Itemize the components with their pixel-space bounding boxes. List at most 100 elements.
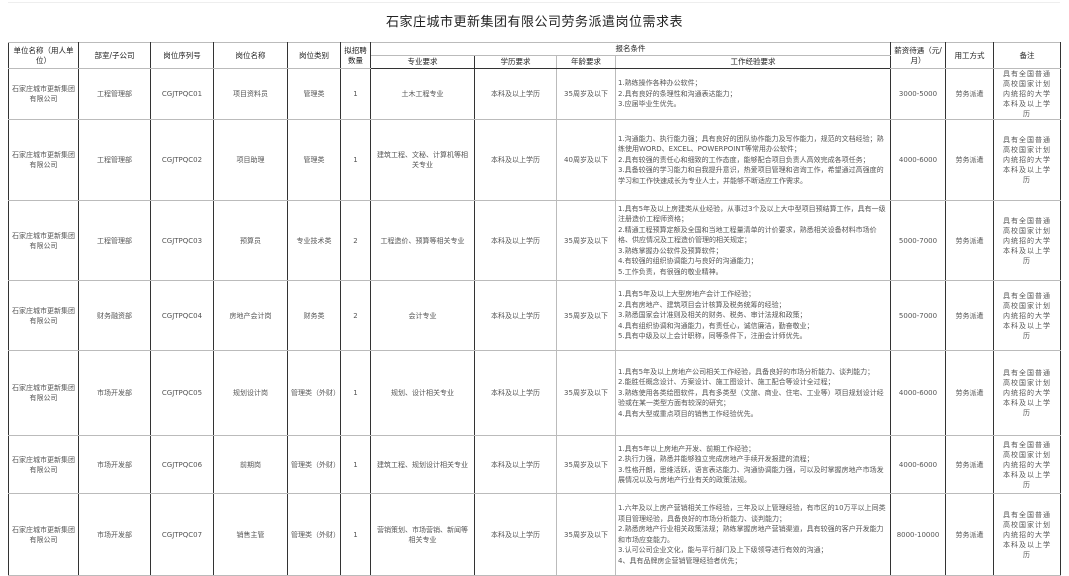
cell-code: CGJTPQC07 <box>150 493 214 576</box>
cell-position: 项目助理 <box>213 119 288 201</box>
cell-experience: 1.具有5年及以上大型房地产会计工作经验； 2.具有房地产、建筑项目会计核算及税务… <box>615 280 891 351</box>
cell-remark: 具有全国普通高校国家计划内统招的大学本科及以上学历 <box>993 200 1061 281</box>
cell-dept: 市场开发部 <box>78 435 151 494</box>
cell-employment: 劳务派遣 <box>945 350 994 436</box>
cell-experience: 1.六年及以上房产营销相关工作经验，三年及以上管理经验，有市区的10万平以上同类… <box>615 493 891 576</box>
cell-major: 会计专业 <box>370 280 475 351</box>
table-row: 石家庄城市更新集团有限公司 市场开发部 CGJTPQC06 前期岗 管理类（外财） 1 建筑… <box>8 435 1061 494</box>
cell-category: 管理类 <box>287 68 341 120</box>
cell-dept: 市场开发部 <box>78 350 151 436</box>
cell-employment: 劳务派遣 <box>945 68 994 120</box>
table-body: 石家庄城市更新集团有限公司 工程管理部 CGJTPQC01 项目资料员 管理类 1 土木工程… <box>8 68 1061 576</box>
cell-major: 工程造价、预算等相关专业 <box>370 200 475 281</box>
experience-item: 4、具有品牌房企营销管理经验者优先； <box>618 556 742 565</box>
cell-position: 预算员 <box>213 200 288 281</box>
experience-item: 3.具备较强的学习能力和自我提升意识，热爱项目管理和咨询工作，希望通过高强度的学… <box>618 166 884 185</box>
cell-dept: 工程管理部 <box>78 68 151 120</box>
cell-experience: 1.具有5年及以上房地产公司相关工作经验，具备良好的市场分析能力、谈判能力； 2.… <box>615 350 891 436</box>
cell-age: 35周岁及以下 <box>556 200 616 281</box>
experience-item: 3.认可公司企业文化，能与平行部门及上下级领导进行有效的沟通； <box>618 546 828 554</box>
cell-count: 1 <box>340 350 371 436</box>
experience-item: 4.具有大型或重点项目的销售工作经验优先。 <box>618 409 758 418</box>
cell-code: CGJTPQC04 <box>150 280 214 351</box>
cell-employment: 劳务派遣 <box>945 200 994 281</box>
cell-employment: 劳务派遣 <box>945 280 994 351</box>
cell-experience: 1.沟通能力、执行能力强；具有良好的团队协作能力及写作能力，规范的文档经验；熟练… <box>615 119 891 201</box>
cell-position: 规划设计岗 <box>213 350 288 436</box>
table-row: 石家庄城市更新集团有限公司 市场开发部 CGJTPQC07 销售主管 管理类（外财） 1 营… <box>8 493 1061 576</box>
experience-item: 2.具有房地产、建筑项目会计核算及税务统筹的经验； <box>618 300 786 309</box>
experience-item: 5.具有中级及以上会计职称，同等条件下，注册会计师优先。 <box>618 332 807 341</box>
header-education: 学历要求 <box>474 55 557 69</box>
cell-remark: 具有全国普通高校国家计划内统招的大学本科及以上学历 <box>993 68 1061 120</box>
cell-salary: 4000-6000 <box>890 119 946 201</box>
experience-item: 1.具有5年以上房地产开发、前期工作经验； <box>618 444 756 453</box>
experience-item: 3.熟练掌握办公软件及预算软件； <box>618 246 723 255</box>
experience-item: 1.具有5年及以上房建类从业经验，从事过3个及以上大中型项目预结算工作，具有一级… <box>618 204 886 224</box>
cell-experience: 1.具有5年及以上房建类从业经验，从事过3个及以上大中型项目预结算工作，具有一级… <box>615 200 891 281</box>
cell-code: CGJTPQC05 <box>150 350 214 436</box>
table-row: 石家庄城市更新集团有限公司 市场开发部 CGJTPQC05 规划设计岗 管理类（外财） 1… <box>8 350 1061 436</box>
cell-remark: 具有全国普通高校国家计划内统招的大学本科及以上学历 <box>993 280 1061 351</box>
cell-major: 建筑工程、规划设计相关专业 <box>370 435 475 494</box>
cell-age: 35周岁及以下 <box>556 435 616 494</box>
cell-count: 2 <box>340 280 371 351</box>
cell-employment: 劳务派遣 <box>945 119 994 201</box>
cell-position: 销售主管 <box>213 493 288 576</box>
cell-category: 管理类 <box>287 119 341 201</box>
cell-education: 本科及以上学历 <box>474 119 557 201</box>
cell-salary: 4000-6000 <box>890 435 946 494</box>
header-category: 岗位类别 <box>287 42 341 69</box>
cell-code: CGJTPQC01 <box>150 68 214 120</box>
cell-category: 管理类（外财） <box>287 435 341 494</box>
table-row: 石家庄城市更新集团有限公司 工程管理部 CGJTPQC01 项目资料员 管理类 1 土木工程… <box>8 68 1061 120</box>
cell-count: 1 <box>340 493 371 576</box>
top-border <box>8 2 1060 3</box>
cell-code: CGJTPQC06 <box>150 435 214 494</box>
experience-item: 2.具有良好的条理性和沟通表达能力； <box>618 89 737 98</box>
cell-code: CGJTPQC02 <box>150 119 214 201</box>
cell-unit: 石家庄城市更新集团有限公司 <box>8 435 79 494</box>
cell-salary: 4000-6000 <box>890 350 946 436</box>
cell-position: 项目资料员 <box>213 68 288 120</box>
cell-category: 专业技术类 <box>287 200 341 281</box>
experience-item: 3.性格开朗，思维活跃，语言表达能力、沟通协调能力强，可以及时掌握房地产市场发展… <box>618 465 884 485</box>
experience-item: 2.具有较强的责任心和细致的工作态度，能够配合项目负责人高效完成各项任务； <box>618 155 870 164</box>
cell-unit: 石家庄城市更新集团有限公司 <box>8 493 79 576</box>
cell-dept: 工程管理部 <box>78 200 151 281</box>
experience-item: 1.六年及以上房产营销相关工作经验，三年及以上管理经验，有市区的10万平以上同类… <box>618 504 886 523</box>
experience-item: 2.精通工程预算定额及全国和当地工程量清单的计价要求，熟悉相关设备材料市场价格、… <box>618 225 877 245</box>
header-age: 年龄要求 <box>556 55 616 69</box>
page-title: 石家庄城市更新集团有限公司劳务派遣岗位需求表 <box>385 15 683 30</box>
cell-experience: 1.具有5年以上房地产开发、前期工作经验； 2.执行力强，熟悉并能够独立完成房地产… <box>615 435 891 494</box>
cell-remark: 具有全国普通高校国家计划内统招的大学本科及以上学历 <box>993 119 1061 201</box>
experience-item: 3.应届毕业生优先。 <box>618 100 681 109</box>
table-row: 石家庄城市更新集团有限公司 工程管理部 CGJTPQC02 项目助理 管理类 1 建筑工程、… <box>8 119 1061 201</box>
experience-item: 1.具有5年及以上房地产公司相关工作经验，具备良好的市场分析能力、谈判能力； <box>618 367 875 376</box>
cell-education: 本科及以上学历 <box>474 350 557 436</box>
cell-education: 本科及以上学历 <box>474 68 557 120</box>
cell-age: 40周岁及以下 <box>556 119 616 201</box>
cell-experience: 1.熟练操作各种办公软件； 2.具有良好的条理性和沟通表达能力； 3.应届毕业生优先… <box>615 68 891 120</box>
experience-item: 2.执行力强，熟悉并能够独立完成房地产手续开发报建的流程； <box>618 455 814 463</box>
cell-age: 35周岁及以下 <box>556 350 616 436</box>
header-employment: 用工方式 <box>945 42 994 69</box>
cell-dept: 市场开发部 <box>78 493 151 576</box>
experience-item: 3.熟悉国家会计准则及相关的财务、税务、审计法规和政策； <box>618 311 807 320</box>
cell-unit: 石家庄城市更新集团有限公司 <box>8 200 79 281</box>
cell-age: 35周岁及以下 <box>556 493 616 576</box>
header-conditions: 报名条件 <box>370 42 891 56</box>
cell-education: 本科及以上学历 <box>474 200 557 281</box>
cell-code: CGJTPQC03 <box>150 200 214 281</box>
cell-dept: 工程管理部 <box>78 119 151 201</box>
header-remark: 备注 <box>993 42 1061 69</box>
cell-employment: 劳务派遣 <box>945 435 994 494</box>
header-experience: 工作经验要求 <box>615 55 891 69</box>
cell-count: 2 <box>340 200 371 281</box>
job-requirements-table: 单位名称（用人单位） 部室/子公司 岗位序列号 岗位名称 岗位类别 拟招聘数量 … <box>8 42 1061 576</box>
cell-category: 管理类（外财） <box>287 350 341 436</box>
cell-category: 管理类（外财） <box>287 493 341 576</box>
table-row: 石家庄城市更新集团有限公司 财务融资部 CGJTPQC04 房地产会计岗 财务类 2 会计专… <box>8 280 1061 351</box>
cell-employment: 劳务派遣 <box>945 493 994 576</box>
experience-item: 1.熟练操作各种办公软件； <box>618 79 702 88</box>
